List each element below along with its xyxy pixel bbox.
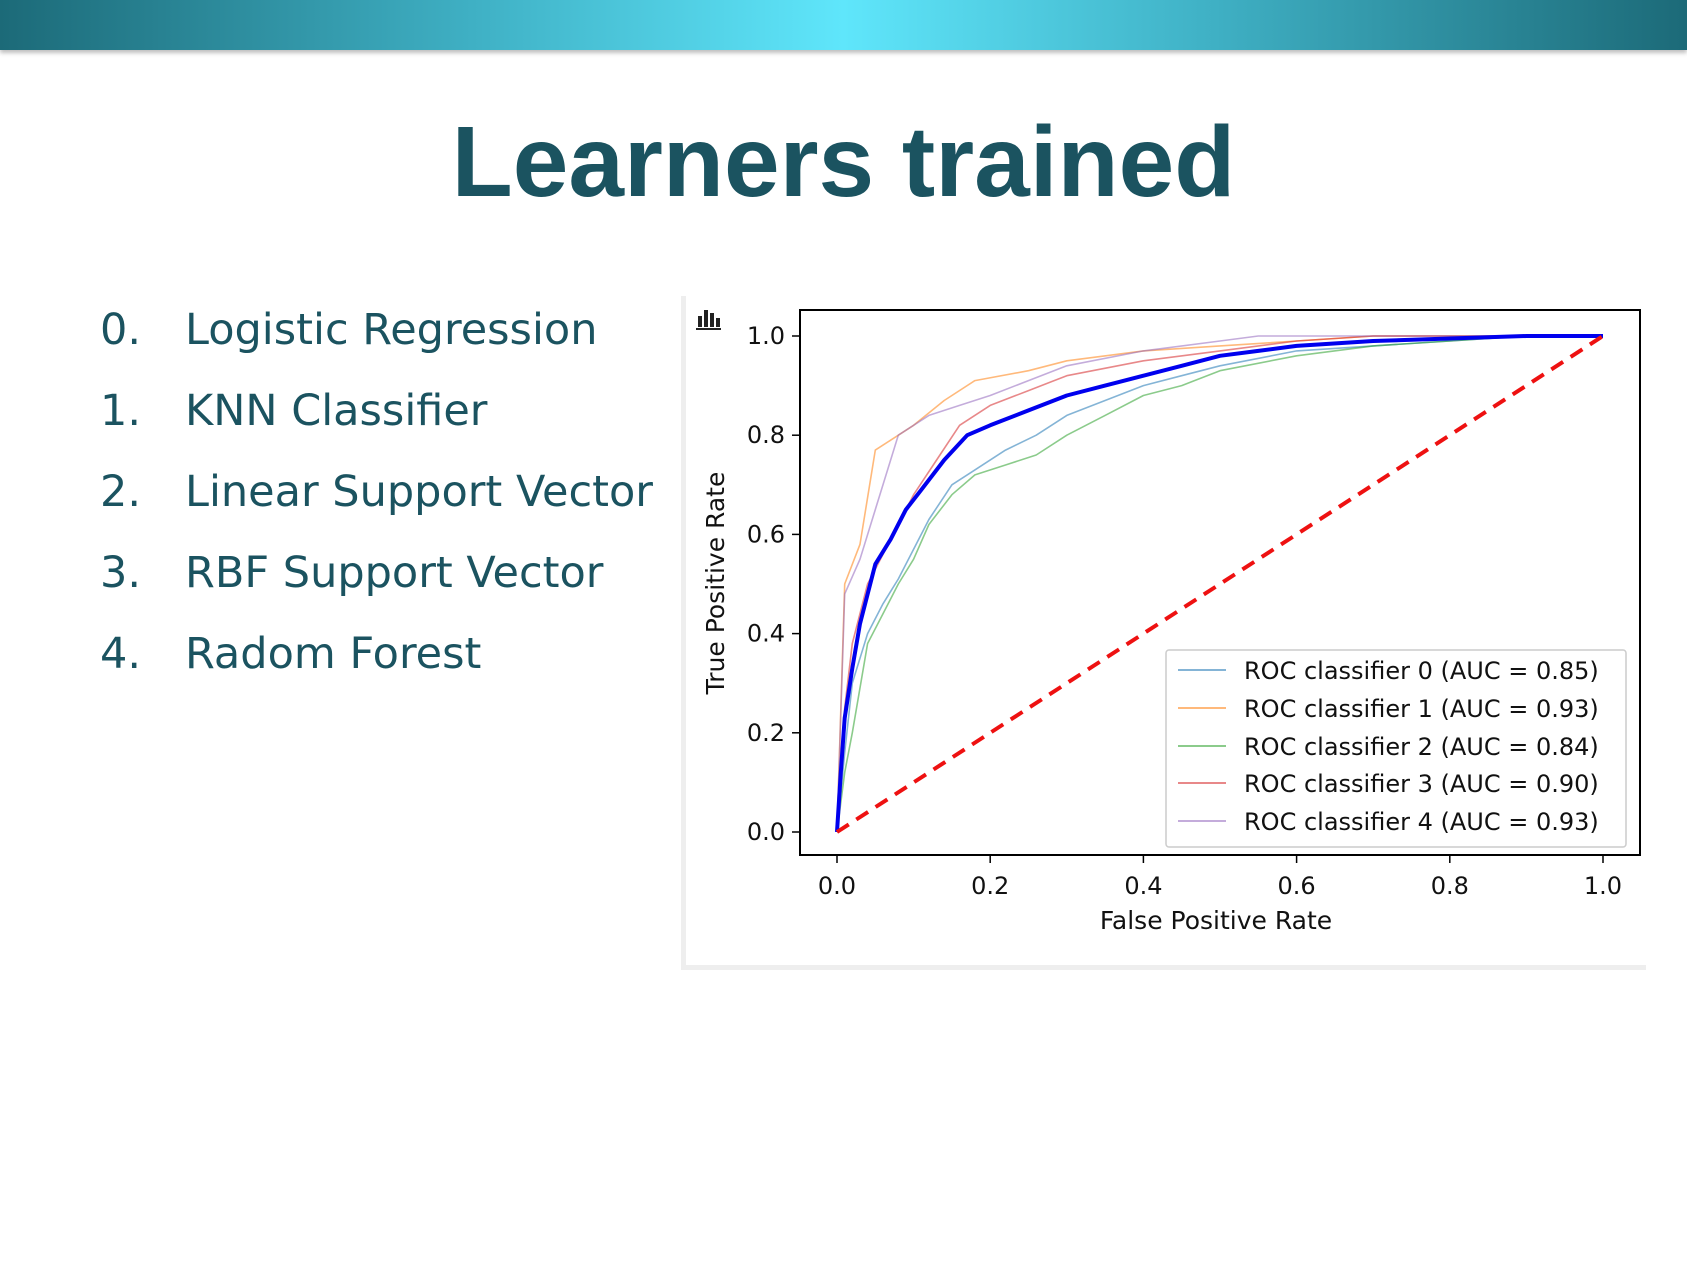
y-tick-label-0: 0.0 bbox=[747, 818, 785, 846]
y-tick-label-1: 0.2 bbox=[747, 719, 785, 747]
x-tick-label-1: 0.2 bbox=[971, 872, 1009, 900]
list-item-number: 0. bbox=[100, 305, 142, 355]
list-item-label: RBF Support Vector bbox=[185, 548, 604, 598]
chance-diagonal bbox=[835, 334, 1605, 834]
chart-panel bbox=[681, 296, 1646, 970]
y-tick-label-2: 0.4 bbox=[747, 620, 785, 648]
ticks-layer: 0.0 0.2 0.4 0.6 0.8 1.0 0.0 0.2 0.4 0.6 0.8 1.0 bbox=[747, 322, 1622, 900]
x-tick-label-5: 1.0 bbox=[1584, 872, 1622, 900]
list-item-label: KNN Classifier bbox=[185, 386, 488, 436]
legend-label-2: ROC classifier 2 (AUC = 0.84) bbox=[1244, 733, 1599, 761]
slide-title: Learners trained bbox=[451, 106, 1236, 218]
list-item: 2. Linear Support Vector bbox=[100, 467, 653, 548]
roc-series-2 bbox=[836, 335, 1603, 833]
y-tick-label-3: 0.6 bbox=[747, 520, 785, 548]
legend-label-3: ROC classifier 3 (AUC = 0.90) bbox=[1244, 770, 1599, 798]
curves-layer bbox=[835, 334, 1605, 834]
list-item: 0. Logistic Regression bbox=[100, 305, 653, 386]
y-tick-label-4: 0.8 bbox=[747, 421, 785, 449]
learner-list: 0. Logistic Regression 1. KNN Classifier 2… bbox=[100, 305, 653, 710]
list-item: 1. KNN Classifier bbox=[100, 386, 653, 467]
x-axis-label: False Positive Rate bbox=[1100, 906, 1332, 935]
list-item-number: 3. bbox=[100, 548, 142, 598]
mean-roc-curve bbox=[835, 334, 1603, 833]
list-item-number: 2. bbox=[100, 467, 142, 517]
list-item-number: 1. bbox=[100, 386, 142, 436]
x-tick-label-2: 0.4 bbox=[1124, 872, 1162, 900]
plot-frame bbox=[799, 309, 1641, 856]
list-item-label: Linear Support Vector bbox=[185, 467, 653, 517]
x-tick-label-0: 0.0 bbox=[818, 872, 856, 900]
list-item-number: 4. bbox=[100, 629, 142, 679]
y-axis-label: True Positive Rate bbox=[701, 472, 730, 696]
roc-chart: 0.0 0.2 0.4 0.6 0.8 1.0 0.0 0.2 0.4 0.6 0.8 1.0 Fal… bbox=[695, 306, 1641, 935]
list-item-label: Logistic Regression bbox=[185, 305, 598, 355]
legend-label-1: ROC classifier 1 (AUC = 0.93) bbox=[1244, 695, 1599, 723]
list-item: 4. Radom Forest bbox=[100, 629, 653, 710]
list-item: 3. RBF Support Vector bbox=[100, 548, 653, 629]
legend-label-0: ROC classifier 0 (AUC = 0.85) bbox=[1244, 657, 1599, 685]
x-tick-label-3: 0.6 bbox=[1278, 872, 1316, 900]
legend: ROC classifier 0 (AUC = 0.85) ROC classi… bbox=[1165, 649, 1627, 848]
x-tick-label-4: 0.8 bbox=[1431, 872, 1469, 900]
bar-chart-icon[interactable] bbox=[695, 306, 721, 330]
top-banner-bar bbox=[0, 0, 1687, 50]
legend-label-4: ROC classifier 4 (AUC = 0.93) bbox=[1244, 808, 1599, 836]
legend-box bbox=[1165, 649, 1627, 848]
list-item-label: Radom Forest bbox=[185, 629, 482, 679]
y-tick-label-5: 1.0 bbox=[747, 322, 785, 350]
roc-series-4 bbox=[836, 335, 1603, 833]
roc-series-0 bbox=[836, 335, 1603, 833]
